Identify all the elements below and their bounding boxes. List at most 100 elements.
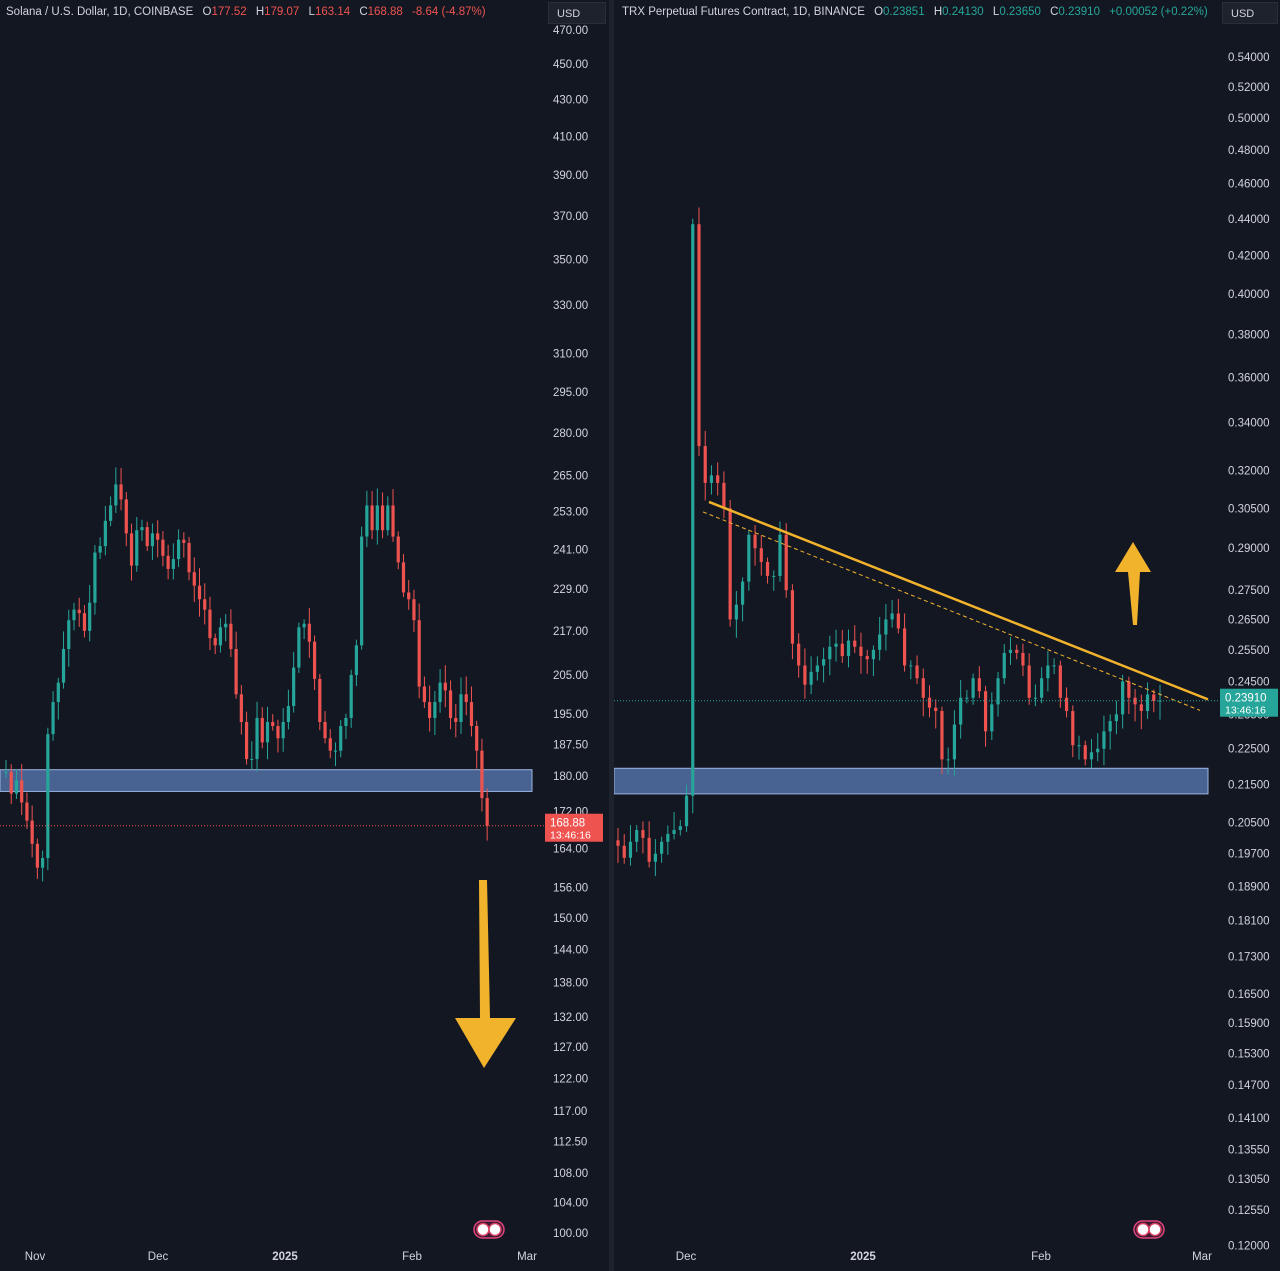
sol-candle-body xyxy=(103,520,107,547)
sol-x-tick-label: Mar xyxy=(517,1251,537,1263)
trx-y-tick-label: 0.21500 xyxy=(1228,780,1270,792)
sol-candle-body xyxy=(25,802,29,821)
trx-trendline-dashed xyxy=(702,511,1201,711)
trx-y-tick-label: 0.12550 xyxy=(1228,1205,1270,1217)
sol-open: 177.52 xyxy=(211,6,247,18)
sol-candle-body xyxy=(297,627,301,668)
sol-low: 163.14 xyxy=(314,6,351,18)
trx-candle-body xyxy=(635,830,639,842)
sol-y-tick-label: 310.00 xyxy=(553,349,588,361)
sol-legend: Solana / U.S. Dollar, 1D, COINBASE O177.… xyxy=(6,6,486,18)
trx-candle-body xyxy=(741,581,745,605)
sol-candle-body xyxy=(250,759,254,761)
sol-y-tick-label: 112.50 xyxy=(553,1136,587,1148)
sol-candle-body xyxy=(396,536,400,563)
sol-y-tick-label: 253.00 xyxy=(553,507,588,519)
sol-candle-body xyxy=(218,627,223,646)
sol-candle-body xyxy=(46,734,50,859)
trx-candle-body xyxy=(703,446,707,483)
trx-candle-body xyxy=(772,575,776,577)
trx-candle-body xyxy=(821,659,826,666)
trx-y-tick-label: 0.25500 xyxy=(1228,645,1270,657)
sol-candle-body xyxy=(318,678,322,722)
sol-y-tick-label: 205.00 xyxy=(553,670,588,682)
sol-candle-body xyxy=(422,686,426,703)
sol-candle-body xyxy=(276,725,280,739)
sol-candle-body xyxy=(323,721,327,739)
sol-candle-body xyxy=(339,725,343,751)
trx-candle-body xyxy=(902,628,907,666)
sol-x-tick-label: Nov xyxy=(25,1251,46,1263)
trx-arrow-up-icon xyxy=(1115,542,1151,625)
trx-candle-body xyxy=(965,697,969,699)
trx-y-tick-label: 0.24500 xyxy=(1228,676,1270,688)
trx-y-tick-label: 0.54000 xyxy=(1228,52,1270,64)
sol-candle-body xyxy=(380,505,385,531)
trx-candle-body xyxy=(1152,694,1156,702)
sol-chart-svg[interactable]: 470.00 450.00 430.00 410.00 390.00 370.00 350.… xyxy=(0,0,609,1271)
trx-currency-button[interactable]: USD xyxy=(1222,2,1278,24)
sol-candle-body xyxy=(51,702,55,735)
trx-candle-body xyxy=(1071,711,1075,746)
sol-close: 168.88 xyxy=(367,6,403,18)
sol-candle-body xyxy=(135,530,139,566)
trx-candle-body xyxy=(1040,678,1044,698)
sol-x-tick-label: Feb xyxy=(402,1251,422,1263)
sol-currency-button[interactable]: USD xyxy=(548,2,606,24)
sol-candle-body xyxy=(98,546,102,553)
sol-y-tick-label: 195.00 xyxy=(553,709,588,721)
trx-candle-body xyxy=(977,678,981,692)
sol-candle-body xyxy=(166,555,170,569)
sol-y-tick-label: 138.00 xyxy=(553,978,588,990)
sol-candle-body xyxy=(239,694,243,722)
sol-y-tick-label: 144.00 xyxy=(553,945,588,957)
sol-candle-body xyxy=(312,641,317,679)
sol-y-tick-label: 470.00 xyxy=(553,25,588,37)
trx-y-tick-label: 0.38000 xyxy=(1228,330,1270,342)
trx-candle-body xyxy=(853,640,857,647)
sol-countdown-label: 13:46:16 xyxy=(550,830,591,842)
sol-candle-body xyxy=(464,694,468,703)
trx-candle-body xyxy=(716,475,720,483)
trx-candle-body xyxy=(790,590,795,644)
sol-candle-body xyxy=(302,623,306,628)
sol-chart-panel[interactable]: Solana / U.S. Dollar, 1D, COINBASE O177.… xyxy=(0,0,609,1271)
trx-candle-body xyxy=(759,548,763,562)
trx-y-tick-label: 0.30500 xyxy=(1228,503,1270,515)
sol-event-flag-icon xyxy=(473,1220,505,1239)
sol-candle-body xyxy=(417,620,421,687)
sol-candle-body xyxy=(77,609,81,614)
trx-candle-body xyxy=(890,613,894,620)
trx-y-tick-label: 0.40000 xyxy=(1228,289,1270,301)
panel-divider[interactable] xyxy=(609,0,614,1271)
trx-candle-body xyxy=(678,826,682,831)
sol-candle-body xyxy=(391,505,395,537)
trx-y-tick-label: 0.46000 xyxy=(1228,179,1270,191)
sol-candle-body xyxy=(438,682,442,703)
sol-y-tick-label: 100.00 xyxy=(553,1228,588,1240)
trx-trendline xyxy=(708,500,1209,701)
sol-candle-body xyxy=(365,505,369,537)
trx-y-tick-label: 0.15900 xyxy=(1228,1018,1270,1030)
trx-candle-body xyxy=(622,845,626,858)
trx-chart-svg[interactable]: 0.54000 0.52000 0.50000 0.48000 0.46000 0.440… xyxy=(614,0,1280,1271)
trx-candle-body xyxy=(697,224,701,447)
trx-countdown-label: 13:46:16 xyxy=(1225,705,1266,717)
trx-candle-body xyxy=(927,697,932,708)
sol-candles xyxy=(4,467,489,882)
trx-chart-panel[interactable]: TRX Perpetual Futures Contract, 1D, BINA… xyxy=(614,0,1280,1271)
trx-candle-body xyxy=(1145,694,1150,712)
sol-candle-body xyxy=(150,533,155,547)
sol-candle-body xyxy=(30,820,34,844)
sol-y-tick-label: 450.00 xyxy=(553,59,588,71)
sol-candle-body xyxy=(344,717,348,726)
sol-candle-body xyxy=(433,702,437,718)
trx-y-tick-label: 0.27500 xyxy=(1228,585,1270,597)
sol-candle-body xyxy=(234,648,238,695)
trx-x-tick-label: Mar xyxy=(1192,1251,1212,1263)
trx-y-tick-label: 0.32000 xyxy=(1228,465,1270,477)
trx-candle-body xyxy=(1027,665,1031,698)
sol-candle-body xyxy=(93,552,97,603)
trx-candle-body xyxy=(778,534,782,576)
trx-close: 0.23910 xyxy=(1058,6,1100,18)
